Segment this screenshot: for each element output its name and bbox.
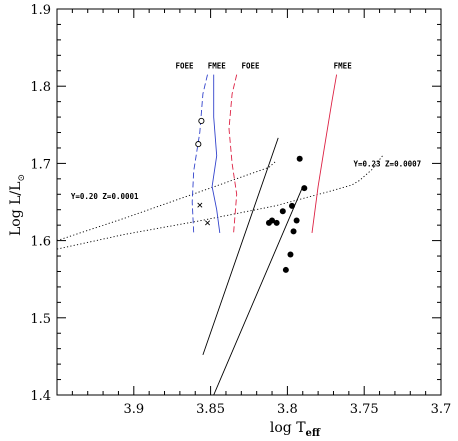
data-point-filled bbox=[289, 202, 296, 209]
axis-ticks bbox=[57, 8, 442, 396]
annotation-label: FMEE bbox=[208, 61, 227, 70]
y-tick-label: 1.8 bbox=[30, 80, 51, 95]
x-tick-label: 3.9 bbox=[123, 402, 144, 417]
data-point-filled bbox=[301, 185, 308, 192]
y-tick-label: 1.6 bbox=[30, 235, 51, 250]
series-line bbox=[311, 74, 338, 233]
x-axis-title-sub: eff bbox=[306, 428, 321, 439]
series-line bbox=[56, 155, 383, 250]
series-line bbox=[56, 161, 276, 242]
data-point-filled bbox=[290, 228, 297, 235]
data-point-filled bbox=[287, 251, 294, 258]
annotation-label: Y=0.20 Z=0.0001 bbox=[71, 192, 139, 201]
data-markers bbox=[195, 117, 308, 273]
data-point-cross bbox=[205, 220, 211, 226]
x-tick-label: 3.75 bbox=[350, 402, 379, 417]
series-line bbox=[213, 186, 304, 396]
x-tick-label: 3.8 bbox=[277, 402, 298, 417]
data-point-filled bbox=[282, 266, 289, 273]
x-axis-title-main: log T bbox=[270, 420, 306, 436]
y-axis-title-main: Log L bbox=[8, 196, 24, 236]
data-point-filled bbox=[296, 155, 303, 162]
series-line bbox=[211, 74, 221, 233]
annotations: FOEE FMEE FOEE FMEE Y=0.20 Z=0.0001 Y=0.23 Z=… bbox=[71, 61, 421, 200]
series-line bbox=[228, 74, 238, 233]
tick-labels: 3.9 3.85 3.8 3.75 3.7 1.4 1.5 1.6 1.7 1.8 1.9 bbox=[30, 3, 451, 417]
series-line bbox=[202, 137, 279, 356]
data-point-filled bbox=[265, 219, 272, 226]
annotation-label: FOEE bbox=[242, 61, 261, 70]
data-point-open bbox=[195, 141, 202, 148]
y-tick-label: 1.5 bbox=[30, 312, 51, 327]
x-tick-label: 3.7 bbox=[431, 402, 452, 417]
y-axis-title-slash: /L bbox=[8, 182, 24, 196]
y-tick-label: 1.4 bbox=[30, 389, 51, 404]
y-tick-label: 1.7 bbox=[30, 157, 51, 172]
x-axis-title: log Teff bbox=[270, 420, 321, 439]
data-point-filled bbox=[279, 208, 286, 215]
y-tick-label: 1.9 bbox=[30, 3, 51, 18]
data-point-filled bbox=[293, 217, 300, 224]
plot-frame bbox=[56, 8, 442, 396]
annotation-label: FOEE bbox=[175, 61, 194, 70]
series-line bbox=[191, 74, 208, 233]
y-axis-title: Log L/L⊙ bbox=[8, 174, 27, 236]
data-point-filled bbox=[273, 219, 280, 226]
annotation-label: FMEE bbox=[334, 61, 353, 70]
annotation-label: Y=0.23 Z=0.0007 bbox=[353, 159, 421, 168]
y-axis-title-sub: ⊙ bbox=[17, 174, 27, 182]
data-point-cross bbox=[197, 202, 203, 208]
data-point-open bbox=[198, 117, 205, 124]
chart-lines bbox=[56, 74, 383, 396]
x-tick-label: 3.85 bbox=[196, 402, 225, 417]
